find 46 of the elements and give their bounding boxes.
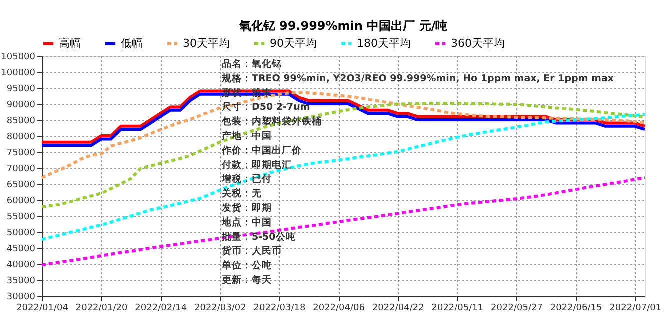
x-tick-label: 2022/05/27	[491, 304, 543, 314]
x-tick-label: 2022/06/15	[550, 304, 602, 314]
y-tick-label: 85000	[6, 116, 36, 126]
y-tick-label: 45000	[6, 244, 36, 254]
y-tick-label: 80000	[6, 132, 36, 142]
y-tick-label: 70000	[6, 164, 36, 174]
annotation: 货币：人民币	[221, 245, 282, 258]
annotation: 作价：中国出厂价	[221, 144, 303, 156]
y-tick-label: 60000	[6, 196, 36, 206]
x-tick-label: 2022/02/14	[135, 304, 188, 314]
y-tick-label: 65000	[6, 180, 36, 190]
legend-label: 360天平均	[451, 36, 505, 50]
x-tick-label: 2022/04/22	[372, 304, 424, 314]
annotation: 单位：公吨	[221, 260, 272, 272]
x-tick-label: 2022/07/01	[610, 304, 662, 314]
y-tick-label: 40000	[6, 260, 36, 270]
y-tick-label: 30000	[6, 292, 36, 302]
y-tick-label: 50000	[6, 228, 36, 238]
y-tick-label: 95000	[6, 84, 36, 94]
y-tick-label: 75000	[6, 148, 36, 158]
annotation: 品名：氧化钇	[222, 58, 283, 70]
y-tick-label: 90000	[6, 100, 36, 110]
y-tick-label: 105000	[1, 52, 36, 62]
y-tick-label: 55000	[6, 212, 36, 222]
line-series	[40, 113, 646, 242]
x-tick-label: 2022/03/02	[194, 304, 246, 314]
annotation: 发货：即期	[221, 202, 272, 214]
legend-label: 低幅	[121, 36, 143, 50]
annotation: 更新：每天	[222, 274, 273, 286]
x-tick-label: 2022/03/18	[254, 304, 306, 314]
x-tick-label: 2022/05/11	[432, 304, 484, 314]
annotation: 付款：即期电汇	[221, 158, 292, 171]
x-tick-label: 2022/01/20	[76, 304, 128, 314]
x-tick-label: 2022/01/04	[16, 304, 69, 314]
annotation: 地点：中国	[221, 216, 272, 228]
annotation: 尺寸：D50 2-7um	[221, 101, 310, 114]
y-tick-label: 35000	[6, 276, 36, 286]
y-tick-label: 100000	[1, 68, 36, 78]
legend-label: 180天平均	[357, 36, 411, 50]
legend-label: 30天平均	[183, 36, 230, 50]
x-tick-label: 2022/04/06	[313, 304, 366, 314]
legend-label: 高幅	[59, 36, 81, 50]
legend-label: 90天平均	[270, 36, 317, 50]
annotation: 关税：无	[221, 188, 263, 200]
chart-title: 氧化钇 99.999%min 中国出厂 元/吨	[238, 19, 448, 33]
annotation: 规格：TREO 99%min, Y2O3/REO 99.999%min, Ho 1ppm max, Er 1ppm max	[221, 72, 614, 84]
